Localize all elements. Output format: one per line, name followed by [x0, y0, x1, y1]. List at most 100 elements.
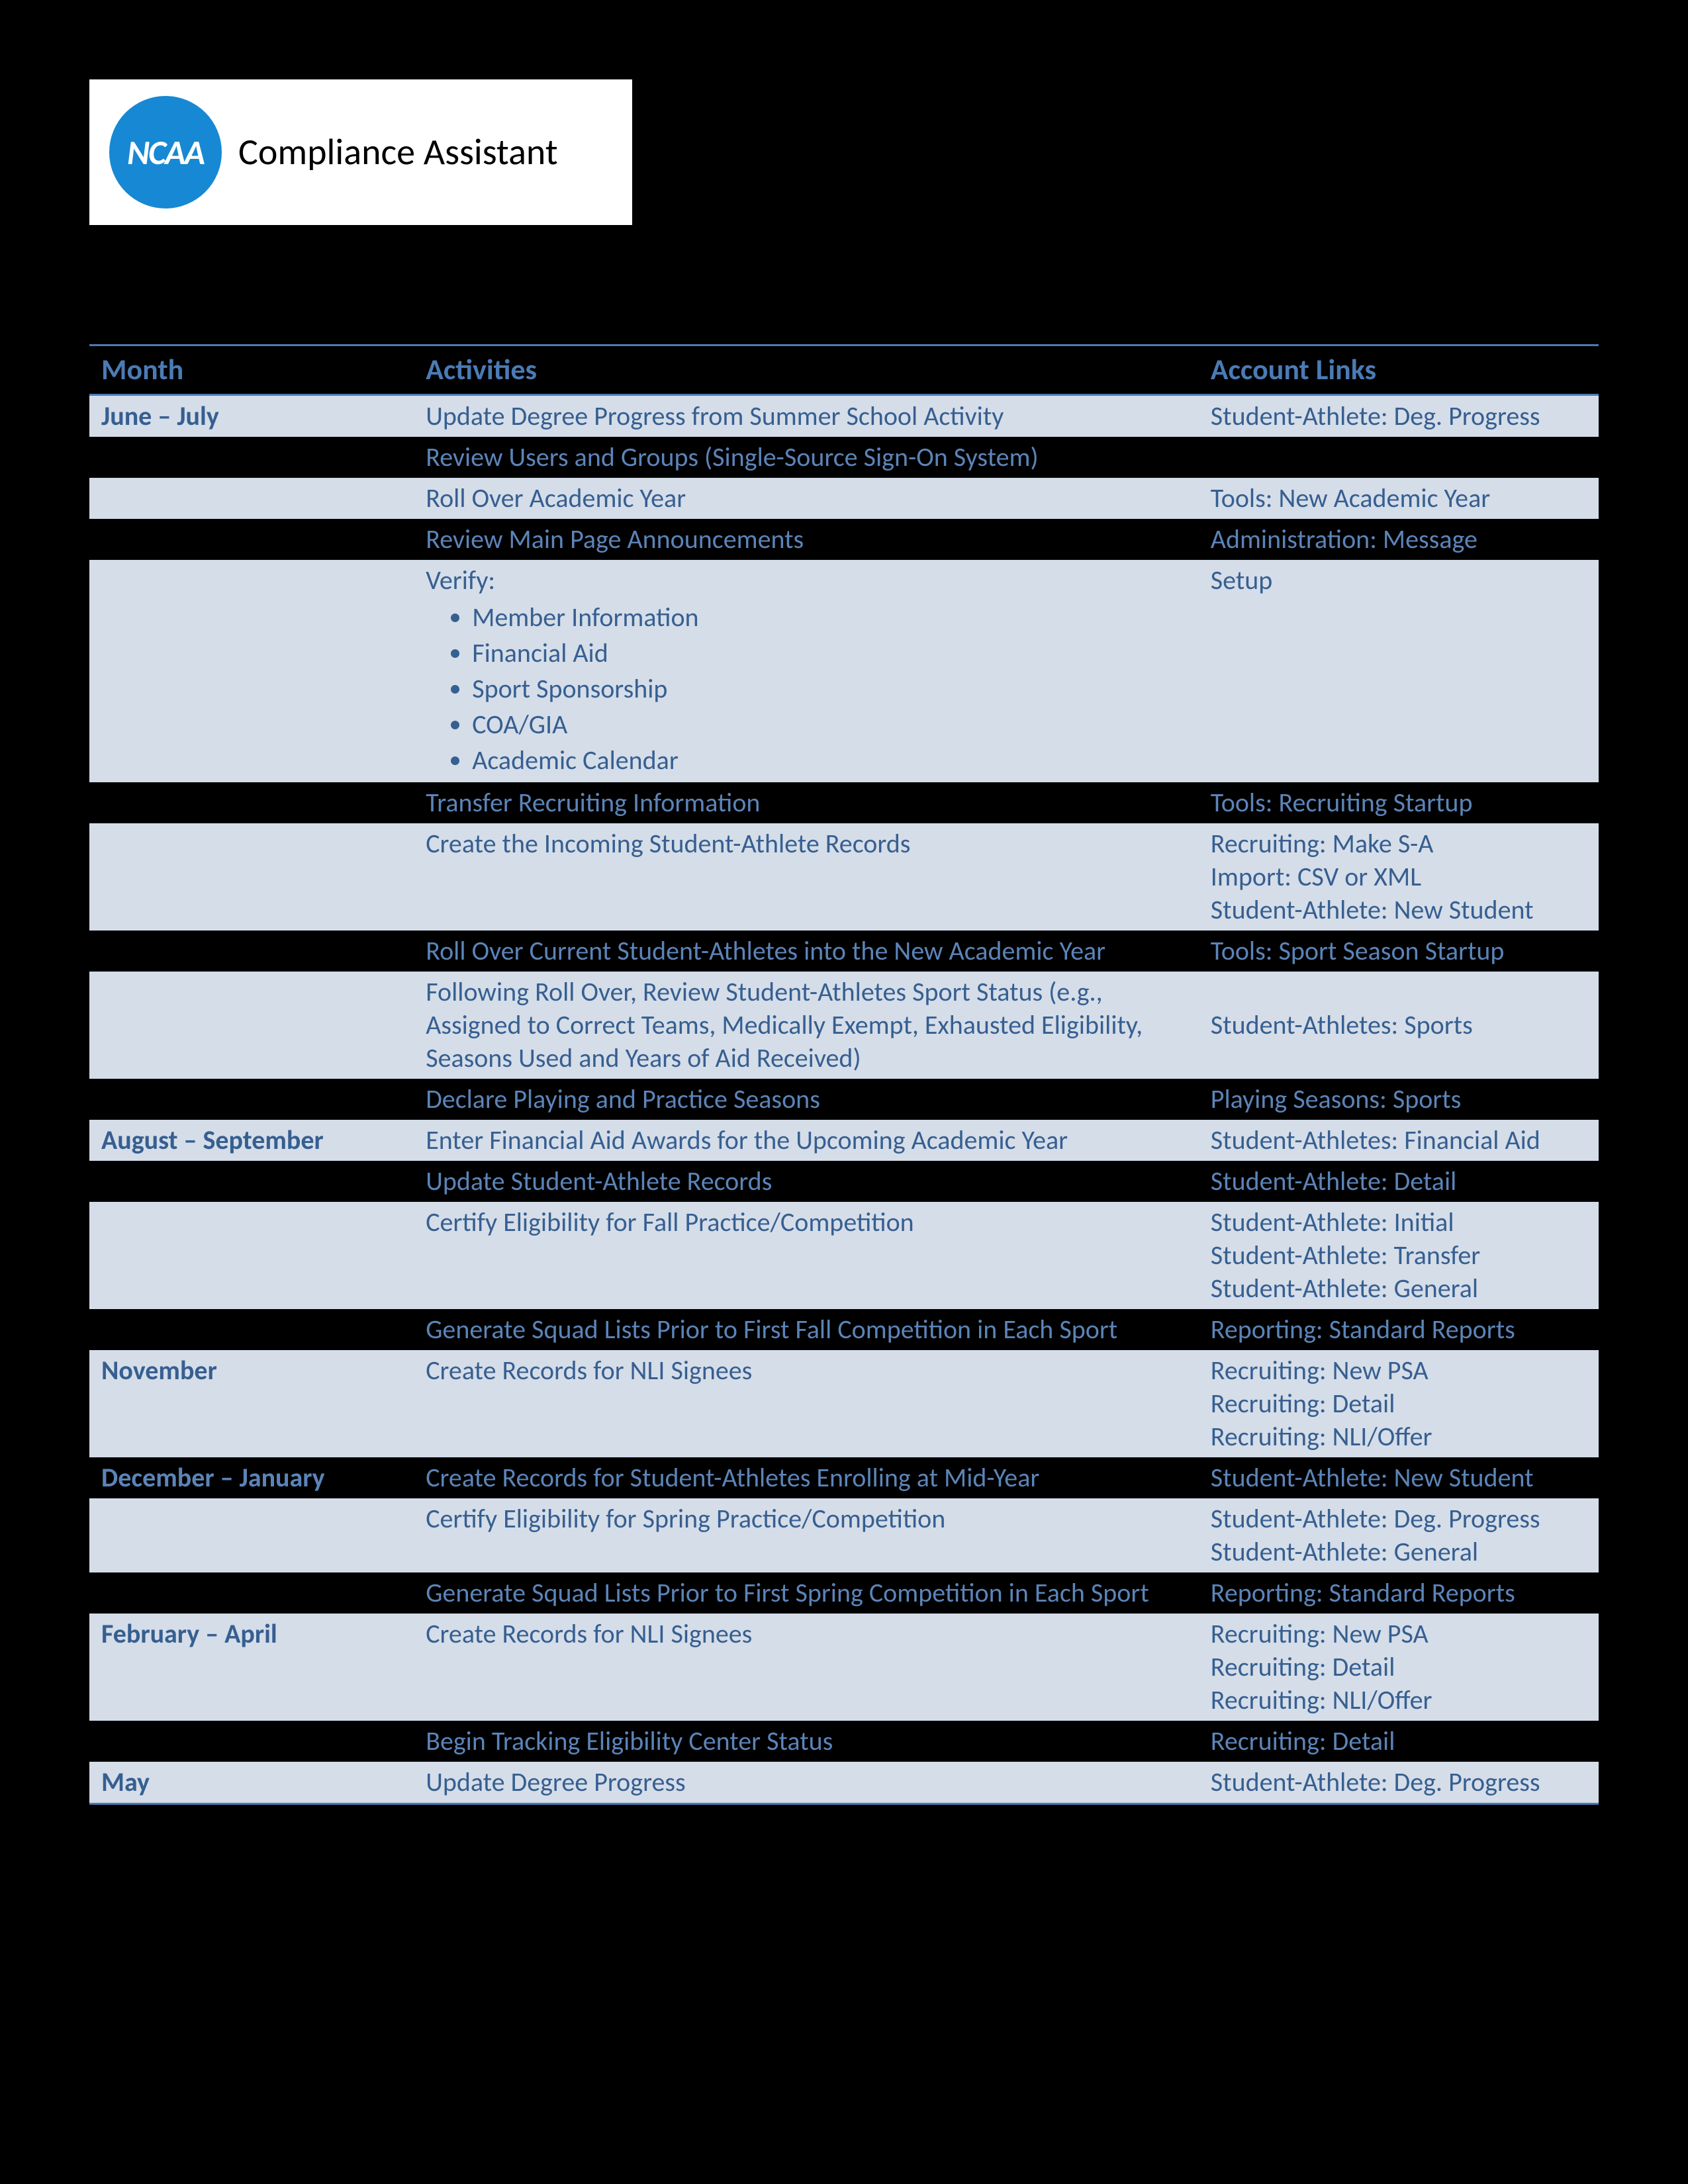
table-row: February – April Create Records for NLI …	[89, 1614, 1599, 1721]
link-line: Student-Athletes: Sports	[1211, 1009, 1473, 1041]
link-cell: Reporting: Standard Reports	[1199, 1309, 1599, 1350]
month-cell: August – September	[89, 1120, 414, 1161]
activity-cell: Declare Playing and Practice Seasons	[414, 1079, 1199, 1120]
table-row: Certify Eligibility for Fall Practice/Co…	[89, 1202, 1599, 1309]
activity-cell: Review Main Page Announcements	[414, 519, 1199, 560]
activity-cell: Certify Eligibility for Spring Practice/…	[414, 1498, 1199, 1572]
month-cell	[89, 1079, 414, 1120]
activity-cell: Generate Squad Lists Prior to First Fall…	[414, 1309, 1199, 1350]
table-row: November Create Records for NLI Signees …	[89, 1350, 1599, 1457]
activity-cell: Roll Over Academic Year	[414, 478, 1199, 519]
logo-banner: NCAA Compliance Assistant	[89, 79, 632, 225]
verify-item: Member Information	[472, 600, 1187, 635]
link-cell: Student-Athlete: Initial Student-Athlete…	[1199, 1202, 1599, 1309]
activity-cell: Certify Eligibility for Fall Practice/Co…	[414, 1202, 1199, 1309]
month-cell	[89, 972, 414, 1079]
table-row: Transfer Recruiting Information Tools: R…	[89, 782, 1599, 823]
link-line: Recruiting: Make S-A	[1211, 827, 1587, 860]
table-row: Generate Squad Lists Prior to First Fall…	[89, 1309, 1599, 1350]
month-cell: June – July	[89, 395, 414, 437]
link-line: Recruiting: Detail	[1211, 1651, 1587, 1684]
link-cell: Tools: Recruiting Startup	[1199, 782, 1599, 823]
verify-item: COA/GIA	[472, 707, 1187, 743]
verify-item: Financial Aid	[472, 635, 1187, 671]
table-row: Following Roll Over, Review Student-Athl…	[89, 972, 1599, 1079]
month-cell	[89, 519, 414, 560]
link-line: Student-Athlete: New Student	[1211, 893, 1587, 927]
activity-cell: Roll Over Current Student-Athletes into …	[414, 931, 1199, 972]
verify-lead: Verify:	[426, 564, 495, 596]
month-cell: November	[89, 1350, 414, 1457]
month-cell: February – April	[89, 1614, 414, 1721]
month-cell: December – January	[89, 1457, 414, 1498]
month-cell	[89, 1572, 414, 1614]
activity-cell: Verify: Member Information Financial Aid…	[414, 560, 1199, 782]
verify-item: Sport Sponsorship	[472, 671, 1187, 707]
month-cell	[89, 1498, 414, 1572]
activity-cell: Generate Squad Lists Prior to First Spri…	[414, 1572, 1199, 1614]
activity-cell: Transfer Recruiting Information	[414, 782, 1199, 823]
table-row: Begin Tracking Eligibility Center Status…	[89, 1721, 1599, 1762]
link-cell: Tools: Sport Season Startup	[1199, 931, 1599, 972]
month-cell	[89, 931, 414, 972]
link-line: Recruiting: NLI/Offer	[1211, 1420, 1587, 1453]
month-cell	[89, 823, 414, 931]
col-links: Account Links	[1199, 345, 1599, 395]
table-row: Verify: Member Information Financial Aid…	[89, 560, 1599, 782]
verify-list: Member Information Financial Aid Sport S…	[426, 600, 1187, 778]
month-cell	[89, 437, 414, 478]
activity-cell: Update Degree Progress from Summer Schoo…	[414, 395, 1199, 437]
month-cell	[89, 1309, 414, 1350]
ncaa-logo-icon: NCAA	[109, 96, 222, 208]
table-row: Review Users and Groups (Single-Source S…	[89, 437, 1599, 478]
table-row: Review Main Page Announcements Administr…	[89, 519, 1599, 560]
link-cell: Recruiting: New PSA Recruiting: Detail R…	[1199, 1350, 1599, 1457]
link-line: Recruiting: NLI/Offer	[1211, 1684, 1587, 1717]
activity-cell: Create Records for Student-Athletes Enro…	[414, 1457, 1199, 1498]
link-line: Student-Athlete: Initial	[1211, 1206, 1587, 1239]
link-cell: Student-Athlete: Deg. Progress Student-A…	[1199, 1498, 1599, 1572]
month-cell	[89, 560, 414, 782]
ncaa-badge-text: NCAA	[127, 131, 204, 173]
table-row: Generate Squad Lists Prior to First Spri…	[89, 1572, 1599, 1614]
activity-cell: Update Degree Progress	[414, 1762, 1199, 1804]
link-line: Import: CSV or XML	[1211, 860, 1587, 893]
link-cell: Student-Athlete: Detail	[1199, 1161, 1599, 1202]
link-cell: Administration: Message	[1199, 519, 1599, 560]
table-row: December – January Create Records for St…	[89, 1457, 1599, 1498]
link-line: Recruiting: New PSA	[1211, 1354, 1587, 1387]
table-header-row: Month Activities Account Links	[89, 345, 1599, 395]
col-activities: Activities	[414, 345, 1199, 395]
table-row: Declare Playing and Practice Seasons Pla…	[89, 1079, 1599, 1120]
link-line: Student-Athlete: Deg. Progress	[1211, 1502, 1587, 1535]
link-cell: Recruiting: New PSA Recruiting: Detail R…	[1199, 1614, 1599, 1721]
table-row: Certify Eligibility for Spring Practice/…	[89, 1498, 1599, 1572]
link-line: Recruiting: New PSA	[1211, 1617, 1587, 1651]
link-cell: Recruiting: Detail	[1199, 1721, 1599, 1762]
table-row: Update Student-Athlete Records Student-A…	[89, 1161, 1599, 1202]
table-row: Create the Incoming Student-Athlete Reco…	[89, 823, 1599, 931]
link-line: Student-Athlete: General	[1211, 1535, 1587, 1569]
link-cell: Student-Athlete: Deg. Progress	[1199, 1762, 1599, 1804]
link-cell: Tools: New Academic Year	[1199, 478, 1599, 519]
activity-cell: Create Records for NLI Signees	[414, 1614, 1199, 1721]
compliance-calendar-table: Month Activities Account Links June – Ju…	[89, 344, 1599, 1805]
link-cell	[1199, 437, 1599, 478]
table-row: Roll Over Current Student-Athletes into …	[89, 931, 1599, 972]
link-cell: Student-Athlete: Deg. Progress	[1199, 395, 1599, 437]
table-row: August – September Enter Financial Aid A…	[89, 1120, 1599, 1161]
logo-label: Compliance Assistant	[238, 130, 558, 175]
month-cell	[89, 1202, 414, 1309]
activity-cell: Review Users and Groups (Single-Source S…	[414, 437, 1199, 478]
link-cell: Recruiting: Make S-A Import: CSV or XML …	[1199, 823, 1599, 931]
link-cell: Setup	[1199, 560, 1599, 782]
month-cell	[89, 1161, 414, 1202]
activity-cell: Begin Tracking Eligibility Center Status	[414, 1721, 1199, 1762]
col-month: Month	[89, 345, 414, 395]
activity-cell: Enter Financial Aid Awards for the Upcom…	[414, 1120, 1199, 1161]
link-line: Student-Athlete: Transfer	[1211, 1239, 1587, 1272]
month-cell	[89, 1721, 414, 1762]
month-cell: May	[89, 1762, 414, 1804]
activity-cell: Create Records for NLI Signees	[414, 1350, 1199, 1457]
link-cell: Playing Seasons: Sports	[1199, 1079, 1599, 1120]
